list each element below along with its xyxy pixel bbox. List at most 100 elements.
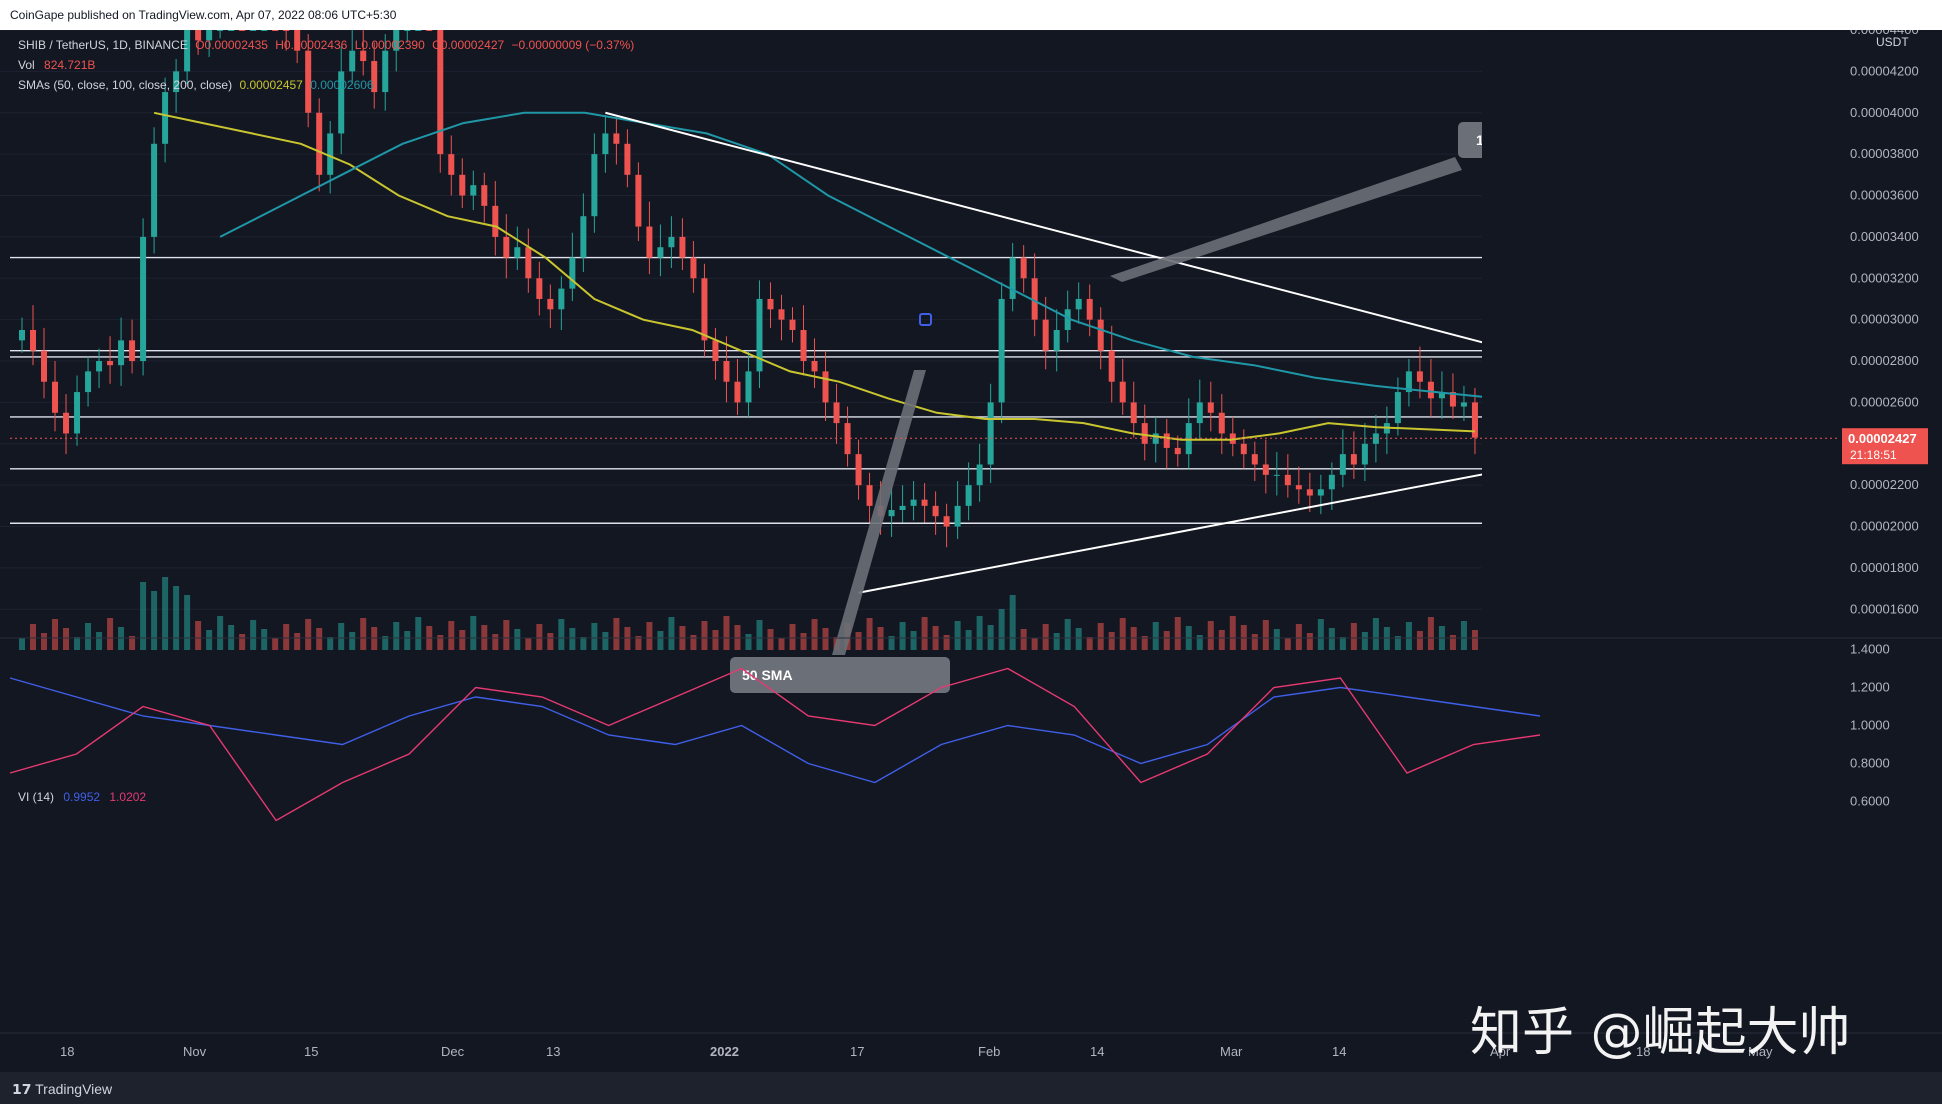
- volume-bar: [536, 624, 543, 650]
- candle-body: [998, 298, 1005, 403]
- candle-body: [118, 340, 125, 366]
- vi-minus-line: [9, 667, 1541, 822]
- x-tick-label: 17: [850, 1044, 864, 1059]
- volume-bar: [712, 630, 719, 650]
- volume-bar: [305, 619, 312, 650]
- volume-bar: [448, 621, 455, 650]
- candle-body: [745, 371, 752, 403]
- volume-bar: [63, 628, 70, 650]
- volume-bar: [789, 624, 796, 650]
- volume-bar: [866, 618, 873, 650]
- candle-body: [481, 185, 488, 206]
- volume-bar: [998, 609, 1005, 650]
- candle-body: [184, 30, 191, 72]
- vi-tick-label: 0.8000: [1850, 756, 1890, 771]
- candle-body: [96, 361, 103, 372]
- volume-bar: [1031, 638, 1038, 650]
- volume-bar: [415, 617, 422, 650]
- candle-body: [1416, 371, 1423, 382]
- candle-body: [459, 174, 466, 196]
- volume-bar: [1328, 628, 1335, 650]
- candle-body: [789, 319, 796, 330]
- sma100-line: [219, 111, 1498, 400]
- current-price-badge: [1842, 428, 1928, 465]
- candle-body: [294, 30, 301, 51]
- candle-body: [899, 505, 906, 510]
- candle-body: [536, 278, 543, 299]
- volume-bar: [558, 619, 565, 650]
- candle-body: [624, 143, 631, 175]
- candle-body: [1339, 454, 1346, 475]
- y-tick-label: 0.00004000: [1850, 105, 1919, 120]
- volume-bar: [195, 621, 202, 650]
- volume-bar: [1460, 621, 1467, 650]
- candle-body: [151, 143, 158, 237]
- volume-bar: [1471, 630, 1478, 650]
- candle-body: [712, 340, 719, 362]
- volume-bar: [250, 620, 257, 650]
- volume-bar: [976, 616, 983, 650]
- candle-body: [1141, 423, 1148, 444]
- volume-legend: Vol 824.721B: [18, 58, 95, 72]
- watermark: 知乎 @崛起大帅: [1470, 1003, 1851, 1063]
- volume-bar: [129, 636, 136, 650]
- volume-bar: [514, 629, 521, 650]
- candle-body: [1174, 447, 1181, 455]
- publisher-bar: CoinGape published on TradingView.com, A…: [0, 0, 1942, 30]
- candle-body: [30, 330, 37, 351]
- candle-body: [1053, 330, 1060, 351]
- volume-bar: [1097, 623, 1104, 650]
- volume-bar: [525, 638, 532, 650]
- candle-body: [404, 30, 411, 31]
- candle-body: [668, 236, 675, 248]
- candle-body: [965, 485, 972, 506]
- candle-body: [844, 423, 851, 455]
- candle-body: [217, 30, 224, 31]
- volume-bar: [349, 632, 356, 650]
- candle-body: [1119, 381, 1126, 403]
- volume-bar: [19, 638, 25, 650]
- candle-body: [228, 30, 235, 31]
- ohlc-close: C0.00002427: [432, 38, 505, 52]
- candle-body: [811, 361, 818, 372]
- annotation-50-sma: 50 SMA: [742, 667, 793, 683]
- sma50-value: 0.00002457: [239, 78, 303, 92]
- volume-bar: [294, 633, 301, 650]
- candle-body: [426, 30, 433, 31]
- volume-bar: [1020, 629, 1027, 650]
- volume-bar: [778, 638, 785, 650]
- candle-body: [547, 298, 554, 310]
- volume-bar: [1350, 623, 1357, 650]
- volume-bar: [1295, 624, 1302, 650]
- candle-body: [1196, 402, 1203, 424]
- volume-bar: [602, 632, 609, 650]
- candle-body: [1218, 412, 1225, 434]
- candle-body: [1438, 392, 1445, 399]
- ohlc-high: H0.00002436: [275, 38, 348, 52]
- candle-body: [261, 30, 268, 31]
- candle-body: [1328, 474, 1335, 490]
- candle-body: [646, 226, 653, 258]
- candle-body: [1009, 257, 1016, 299]
- sma-legend: SMAs (50, close, 100, close, 200, close)…: [18, 78, 374, 92]
- y-tick-label: 0.00002800: [1850, 353, 1919, 368]
- candle-body: [272, 30, 279, 31]
- vi-plus-value: 0.9952: [63, 790, 101, 804]
- tv-brand: TradingView: [35, 1081, 113, 1097]
- candle-body: [63, 412, 70, 434]
- candle-body: [1042, 319, 1049, 351]
- candle-body: [778, 309, 785, 320]
- volume-bar: [492, 634, 499, 650]
- volume-bar: [1251, 634, 1258, 650]
- volume-bar: [690, 635, 697, 650]
- candle-body: [932, 505, 939, 517]
- volume-bar: [1218, 630, 1225, 650]
- candle-body: [349, 50, 356, 72]
- y-tick-label: 0.00003800: [1850, 146, 1919, 161]
- tradingview-logo[interactable]: 𝟭𝟳 TradingView: [12, 1081, 112, 1098]
- candle-body: [910, 499, 917, 506]
- price-chart[interactable]: 0.000025300.000022790.00002016 100 SMA50…: [0, 30, 1942, 1072]
- candle-body: [327, 133, 334, 175]
- candle-body: [19, 330, 25, 341]
- candle-body: [173, 71, 180, 93]
